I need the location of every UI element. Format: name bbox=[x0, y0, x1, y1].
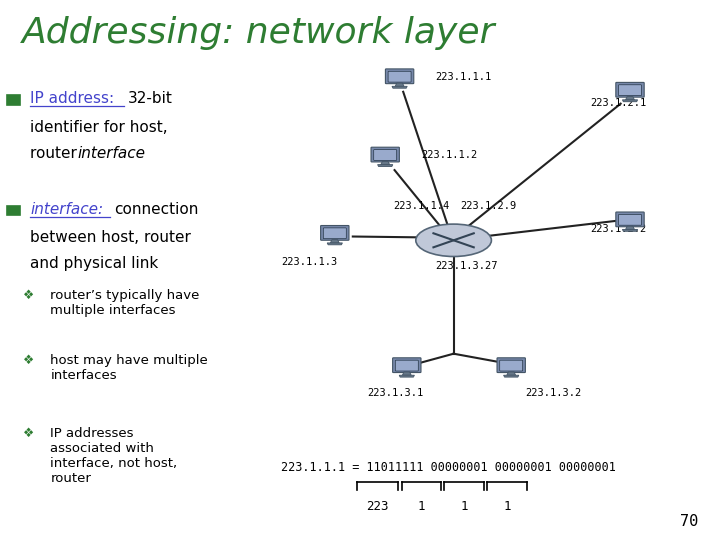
Text: ❖: ❖ bbox=[23, 289, 35, 302]
Text: 223.1.3.2: 223.1.3.2 bbox=[526, 388, 582, 398]
Text: 223.1.2.2: 223.1.2.2 bbox=[590, 225, 647, 234]
Polygon shape bbox=[377, 165, 393, 166]
Text: 70: 70 bbox=[680, 514, 698, 529]
FancyBboxPatch shape bbox=[618, 85, 642, 96]
Polygon shape bbox=[381, 161, 390, 165]
Text: router’s typically have
multiple interfaces: router’s typically have multiple interfa… bbox=[50, 289, 199, 317]
Text: between host, router: between host, router bbox=[30, 230, 191, 245]
Text: 1: 1 bbox=[503, 500, 511, 512]
Text: router: router bbox=[30, 146, 82, 161]
FancyBboxPatch shape bbox=[388, 71, 411, 82]
Polygon shape bbox=[622, 100, 638, 102]
Text: connection: connection bbox=[114, 202, 198, 217]
FancyBboxPatch shape bbox=[392, 358, 421, 373]
FancyBboxPatch shape bbox=[323, 228, 346, 239]
Polygon shape bbox=[626, 226, 634, 230]
FancyBboxPatch shape bbox=[616, 83, 644, 97]
FancyBboxPatch shape bbox=[497, 358, 526, 373]
FancyBboxPatch shape bbox=[7, 95, 20, 105]
Text: IP addresses
associated with
interface, not host,
router: IP addresses associated with interface, … bbox=[50, 427, 178, 484]
Polygon shape bbox=[626, 97, 634, 100]
Polygon shape bbox=[399, 375, 415, 377]
Polygon shape bbox=[507, 372, 516, 375]
Polygon shape bbox=[395, 83, 404, 86]
Polygon shape bbox=[327, 243, 343, 245]
Text: 223.1.2.1: 223.1.2.1 bbox=[590, 98, 647, 107]
Text: 32-bit: 32-bit bbox=[128, 91, 173, 106]
FancyBboxPatch shape bbox=[616, 212, 644, 227]
Text: 223.1.1.1 = 11011111 00000001 00000001 00000001: 223.1.1.1 = 11011111 00000001 00000001 0… bbox=[281, 461, 616, 474]
Text: host may have multiple
interfaces: host may have multiple interfaces bbox=[50, 354, 208, 382]
FancyBboxPatch shape bbox=[374, 150, 397, 160]
Text: 223.1.1.2: 223.1.1.2 bbox=[421, 150, 477, 160]
Text: 223.1.1.1: 223.1.1.1 bbox=[436, 72, 492, 82]
Ellipse shape bbox=[416, 224, 492, 256]
FancyBboxPatch shape bbox=[7, 206, 20, 215]
Text: 223.1.1.3: 223.1.1.3 bbox=[281, 257, 337, 267]
Text: 223.1.3.1: 223.1.3.1 bbox=[367, 388, 423, 398]
Text: 223.1.3.27: 223.1.3.27 bbox=[436, 261, 498, 271]
Text: 223.1.1.4: 223.1.1.4 bbox=[393, 201, 449, 211]
Polygon shape bbox=[402, 372, 411, 375]
Text: 223: 223 bbox=[366, 500, 389, 512]
FancyBboxPatch shape bbox=[385, 69, 414, 84]
Text: 223.1.2.9: 223.1.2.9 bbox=[460, 201, 516, 211]
FancyBboxPatch shape bbox=[371, 147, 400, 162]
Text: 1: 1 bbox=[418, 500, 426, 512]
Text: ❖: ❖ bbox=[23, 427, 35, 440]
Text: interface: interface bbox=[78, 146, 145, 161]
Text: 1: 1 bbox=[460, 500, 468, 512]
Polygon shape bbox=[503, 375, 519, 377]
FancyBboxPatch shape bbox=[618, 214, 642, 225]
Polygon shape bbox=[392, 86, 408, 88]
FancyBboxPatch shape bbox=[395, 360, 418, 371]
Text: and physical link: and physical link bbox=[30, 256, 158, 271]
Text: IP address:: IP address: bbox=[30, 91, 114, 106]
Polygon shape bbox=[330, 240, 339, 243]
FancyBboxPatch shape bbox=[320, 226, 349, 240]
Text: interface:: interface: bbox=[30, 202, 104, 217]
Text: Addressing: network layer: Addressing: network layer bbox=[22, 16, 495, 50]
Polygon shape bbox=[622, 230, 638, 231]
Text: ❖: ❖ bbox=[23, 354, 35, 367]
Text: identifier for host,: identifier for host, bbox=[30, 120, 168, 136]
FancyBboxPatch shape bbox=[500, 360, 523, 371]
